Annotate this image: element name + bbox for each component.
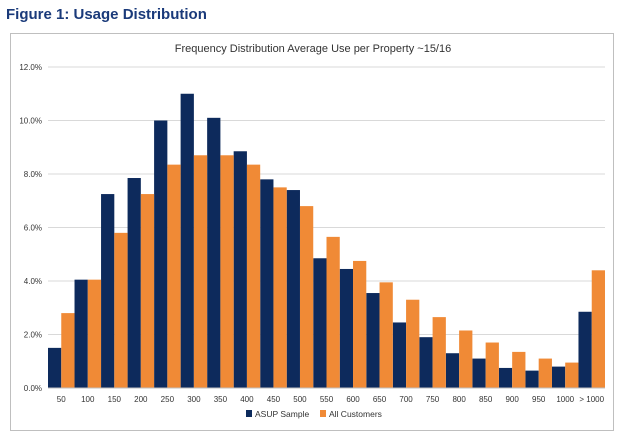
figure-title: Figure 1: Usage Distribution: [6, 6, 207, 23]
x-tick-label: 50: [57, 395, 66, 404]
y-tick-label: 10.0%: [19, 117, 42, 126]
y-tick-label: 6.0%: [24, 224, 42, 233]
x-tick-label: > 1000: [579, 395, 604, 404]
bar: [591, 270, 605, 388]
x-tick-label: 250: [161, 395, 175, 404]
bar: [366, 293, 380, 388]
bars: [48, 93, 605, 389]
bar: [220, 155, 234, 388]
x-tick-label: 300: [187, 395, 201, 404]
y-tick-label: 4.0%: [24, 277, 42, 286]
bar: [419, 337, 433, 388]
bar: [485, 342, 499, 388]
y-tick-label: 12.0%: [19, 63, 42, 72]
x-tick-label: 650: [373, 395, 387, 404]
x-tick-label: 950: [532, 395, 546, 404]
y-tick-label: 2.0%: [24, 331, 42, 340]
legend-label: All Customers: [329, 409, 382, 419]
bar: [565, 362, 579, 388]
bar: [313, 258, 327, 388]
y-tick-label: 0.0%: [24, 384, 42, 393]
bar: [432, 317, 446, 388]
x-tick-label: 500: [293, 395, 307, 404]
y-tick-label: 8.0%: [24, 170, 42, 179]
bar: [207, 117, 221, 388]
bar: [233, 151, 247, 388]
bar: [114, 232, 128, 388]
chart-frame: Frequency Distribution Average Use per P…: [10, 33, 614, 431]
bar: [392, 322, 407, 388]
legend-label: ASUP Sample: [255, 409, 309, 419]
bar: [459, 330, 473, 388]
bar: [326, 236, 340, 388]
y-axis-ticks: 0.0% 2.0% 4.0% 6.0% 8.0% 10.0% 12.0%: [19, 63, 42, 393]
bar: [339, 268, 354, 388]
bar: [498, 367, 513, 388]
bar: [551, 366, 566, 388]
bar: [140, 194, 155, 388]
x-axis-ticks: 50 100 150 200 250 300 350 400 450 500 550 600 650 70…: [57, 395, 605, 404]
bar: [127, 178, 141, 388]
bar: [406, 299, 420, 388]
x-tick-label: 150: [108, 395, 122, 404]
bar-chart: Frequency Distribution Average Use per P…: [19, 43, 605, 419]
x-tick-label: 750: [426, 395, 440, 404]
bar: [48, 347, 62, 388]
x-tick-label: 450: [267, 395, 281, 404]
x-tick-label: 1000: [556, 395, 574, 404]
x-tick-label: 200: [134, 395, 148, 404]
legend: ASUP Sample All Customers: [246, 409, 382, 419]
legend-swatch: [320, 410, 326, 417]
bar: [74, 279, 88, 388]
x-tick-label: 600: [346, 395, 360, 404]
bar: [61, 313, 75, 388]
bar: [167, 164, 181, 388]
x-tick-label: 800: [452, 395, 466, 404]
bar: [512, 351, 526, 388]
x-tick-label: 850: [479, 395, 493, 404]
bar: [525, 370, 539, 388]
chart-title: Frequency Distribution Average Use per P…: [175, 43, 451, 55]
bar: [246, 164, 261, 388]
bar: [472, 358, 486, 388]
legend-swatch: [246, 410, 252, 417]
x-tick-label: 400: [240, 395, 254, 404]
bar: [101, 194, 115, 388]
x-tick-label: 900: [505, 395, 519, 404]
bar: [180, 93, 194, 388]
bar: [299, 206, 314, 388]
x-tick-label: 700: [399, 395, 413, 404]
bar: [87, 279, 102, 388]
bar: [273, 187, 287, 388]
bar: [260, 179, 274, 388]
bar: [353, 260, 367, 388]
bar: [538, 358, 552, 388]
x-tick-label: 100: [81, 395, 95, 404]
bar: [154, 120, 168, 388]
bar: [379, 282, 393, 388]
x-tick-label: 350: [214, 395, 228, 404]
bar: [445, 353, 460, 388]
x-tick-label: 550: [320, 395, 334, 404]
bar: [286, 190, 300, 388]
bar: [193, 155, 208, 388]
bar: [578, 311, 592, 388]
